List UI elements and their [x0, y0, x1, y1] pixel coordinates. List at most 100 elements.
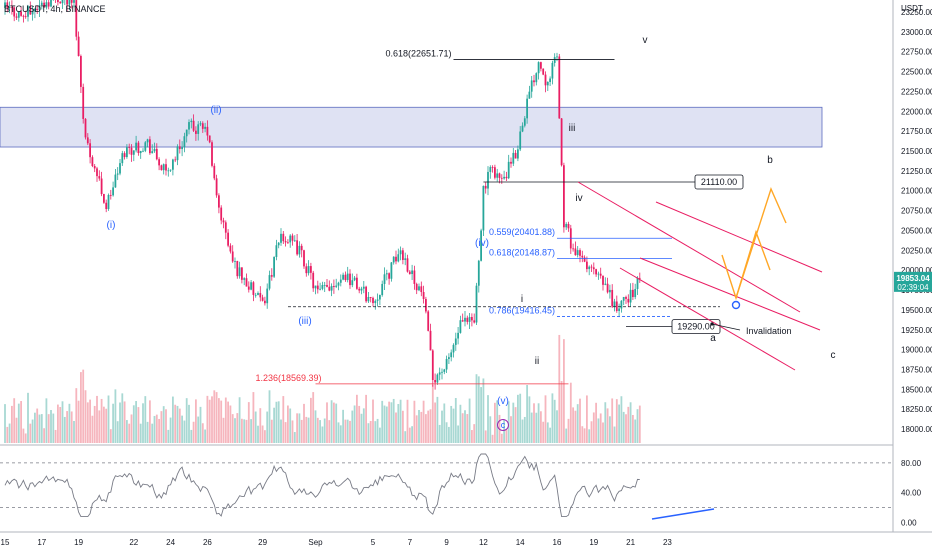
candle-body: [199, 123, 202, 125]
volume-bar: [257, 425, 259, 443]
volume-bar: [47, 414, 50, 443]
volume-bar: [252, 392, 255, 443]
level-21110-price-box[interactable]: 21110.00: [694, 174, 744, 190]
candle-body: [537, 62, 540, 74]
candle-body: [385, 273, 388, 275]
candle-body: [181, 147, 183, 150]
candle-body: [96, 168, 98, 177]
y-tick-label: 22250.00: [901, 87, 932, 96]
volume-bar: [620, 396, 623, 443]
candle-body: [563, 165, 565, 228]
candle-body: [112, 187, 114, 196]
candle-body: [468, 317, 471, 322]
candle-body: [13, 7, 16, 17]
candle-body: [160, 165, 163, 171]
candle-body: [264, 300, 266, 304]
candle-body: [153, 148, 156, 152]
volume-bar: [574, 410, 577, 443]
candle-body: [84, 118, 87, 138]
candle-body: [250, 282, 252, 290]
volume-bar: [284, 422, 287, 443]
y-tick-label: 20000.00: [901, 266, 932, 275]
volume-bar: [183, 420, 186, 443]
y-tick-label: 22750.00: [901, 48, 932, 57]
volume-bar: [413, 400, 416, 443]
candle-body: [466, 317, 469, 322]
candle-body: [381, 283, 384, 296]
candle-body: [358, 288, 361, 291]
volume-bar: [245, 419, 248, 443]
volume-bar: [227, 401, 229, 443]
candle-body: [443, 369, 446, 372]
volume-bar: [367, 423, 370, 443]
x-tick-label: 16: [553, 538, 562, 547]
candle-body: [176, 146, 179, 161]
candle-body: [491, 167, 494, 168]
fib-0618-high-label: 0.618(22651.71): [385, 48, 451, 58]
volume-bar: [471, 430, 473, 443]
volume-bar: [475, 374, 478, 443]
volume-bar: [172, 396, 174, 443]
volume-bar: [236, 413, 239, 443]
volume-bar: [310, 397, 312, 443]
volume-bar: [204, 429, 206, 443]
candle-body: [50, 0, 52, 7]
volume-bar: [420, 411, 423, 443]
x-tick-label: 19: [589, 538, 598, 547]
candle-body: [98, 176, 101, 179]
volume-bar: [441, 410, 443, 443]
candle-body: [137, 142, 140, 154]
volume-bar: [144, 396, 147, 443]
candle-body: [498, 173, 501, 178]
candle-body: [611, 289, 614, 307]
wave-ii-label: ii: [535, 356, 539, 367]
x-tick-label: 7: [408, 538, 413, 547]
volume-bar: [319, 420, 321, 443]
candle-body: [20, 11, 22, 16]
candle-body: [448, 357, 450, 359]
candle-body: [388, 273, 390, 279]
candle-body: [579, 250, 581, 256]
rsi-pane[interactable]: [0, 446, 893, 532]
candle-body: [86, 137, 89, 144]
candle-body: [282, 233, 285, 242]
candle-body: [174, 159, 177, 161]
candle-body: [227, 232, 229, 246]
target-circle-icon: [731, 300, 741, 310]
candle-body: [454, 338, 457, 345]
price-pane[interactable]: [0, 0, 893, 445]
volume-bar: [77, 400, 80, 443]
volume-bar: [139, 423, 142, 443]
volume-bar: [388, 401, 390, 443]
candle-body: [505, 176, 508, 179]
volume-bar: [586, 395, 588, 443]
candle-body: [287, 242, 289, 244]
candle-body: [213, 165, 216, 179]
volume-bar: [151, 423, 154, 443]
volume-bar: [602, 422, 604, 443]
volume-bar: [507, 401, 510, 443]
candle-body: [261, 297, 264, 301]
level-21110-label: 21110.00: [701, 177, 737, 187]
volume-bar: [438, 424, 441, 443]
volume-bar: [132, 405, 135, 443]
candle-body: [303, 250, 305, 267]
y-tick-label: 23250.00: [901, 8, 932, 17]
volume-bar: [406, 399, 409, 443]
candle-body: [390, 262, 393, 279]
volume-bar: [188, 404, 190, 443]
candle-body: [236, 261, 239, 277]
volume-bar: [369, 420, 372, 443]
volume-bar: [402, 410, 404, 443]
volume-bar: [57, 404, 59, 443]
volume-bar: [551, 393, 554, 443]
candle-body: [326, 285, 328, 287]
wave-iii-blue-label: (iii): [298, 316, 311, 327]
projection-path-2: [735, 229, 771, 299]
candle-body: [238, 267, 241, 277]
candle-body: [289, 235, 292, 243]
candle-body: [8, 7, 11, 9]
candle-body: [43, 2, 45, 8]
candle-body: [392, 256, 395, 263]
